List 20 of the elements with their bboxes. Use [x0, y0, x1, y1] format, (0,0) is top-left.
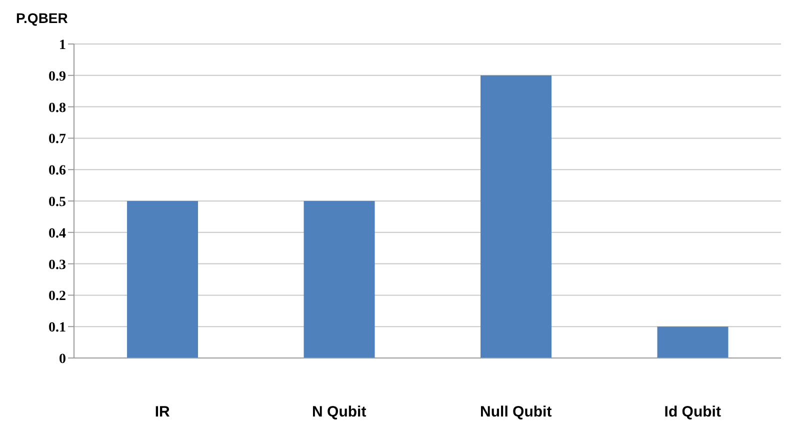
- bar: [657, 326, 728, 358]
- y-axis-title: P.QBER: [15, 9, 69, 28]
- bar: [127, 201, 198, 358]
- y-tick-label: 0.6: [48, 164, 66, 179]
- y-tick-label: 0.3: [48, 258, 66, 273]
- x-tick-label: Id Qubit: [664, 404, 721, 421]
- x-tick-label: Null Qubit: [480, 404, 552, 421]
- y-tick-label: 1: [59, 38, 66, 53]
- y-tick-label: 0.7: [48, 132, 66, 148]
- y-tick-label: 0.5: [48, 194, 66, 210]
- x-tick-label: N Qubit: [312, 404, 366, 421]
- x-tick-label: IR: [154, 404, 170, 421]
- bar: [304, 201, 375, 358]
- y-tick-label: 0.2: [48, 289, 66, 304]
- y-tick-label: 0.9: [48, 69, 66, 84]
- bar: [480, 75, 552, 358]
- y-tick-label: 0.8: [48, 100, 66, 116]
- y-tick-label: 0.4: [48, 226, 66, 242]
- y-tick-label: 0.1: [48, 320, 66, 336]
- y-tick-label: 0: [59, 352, 66, 367]
